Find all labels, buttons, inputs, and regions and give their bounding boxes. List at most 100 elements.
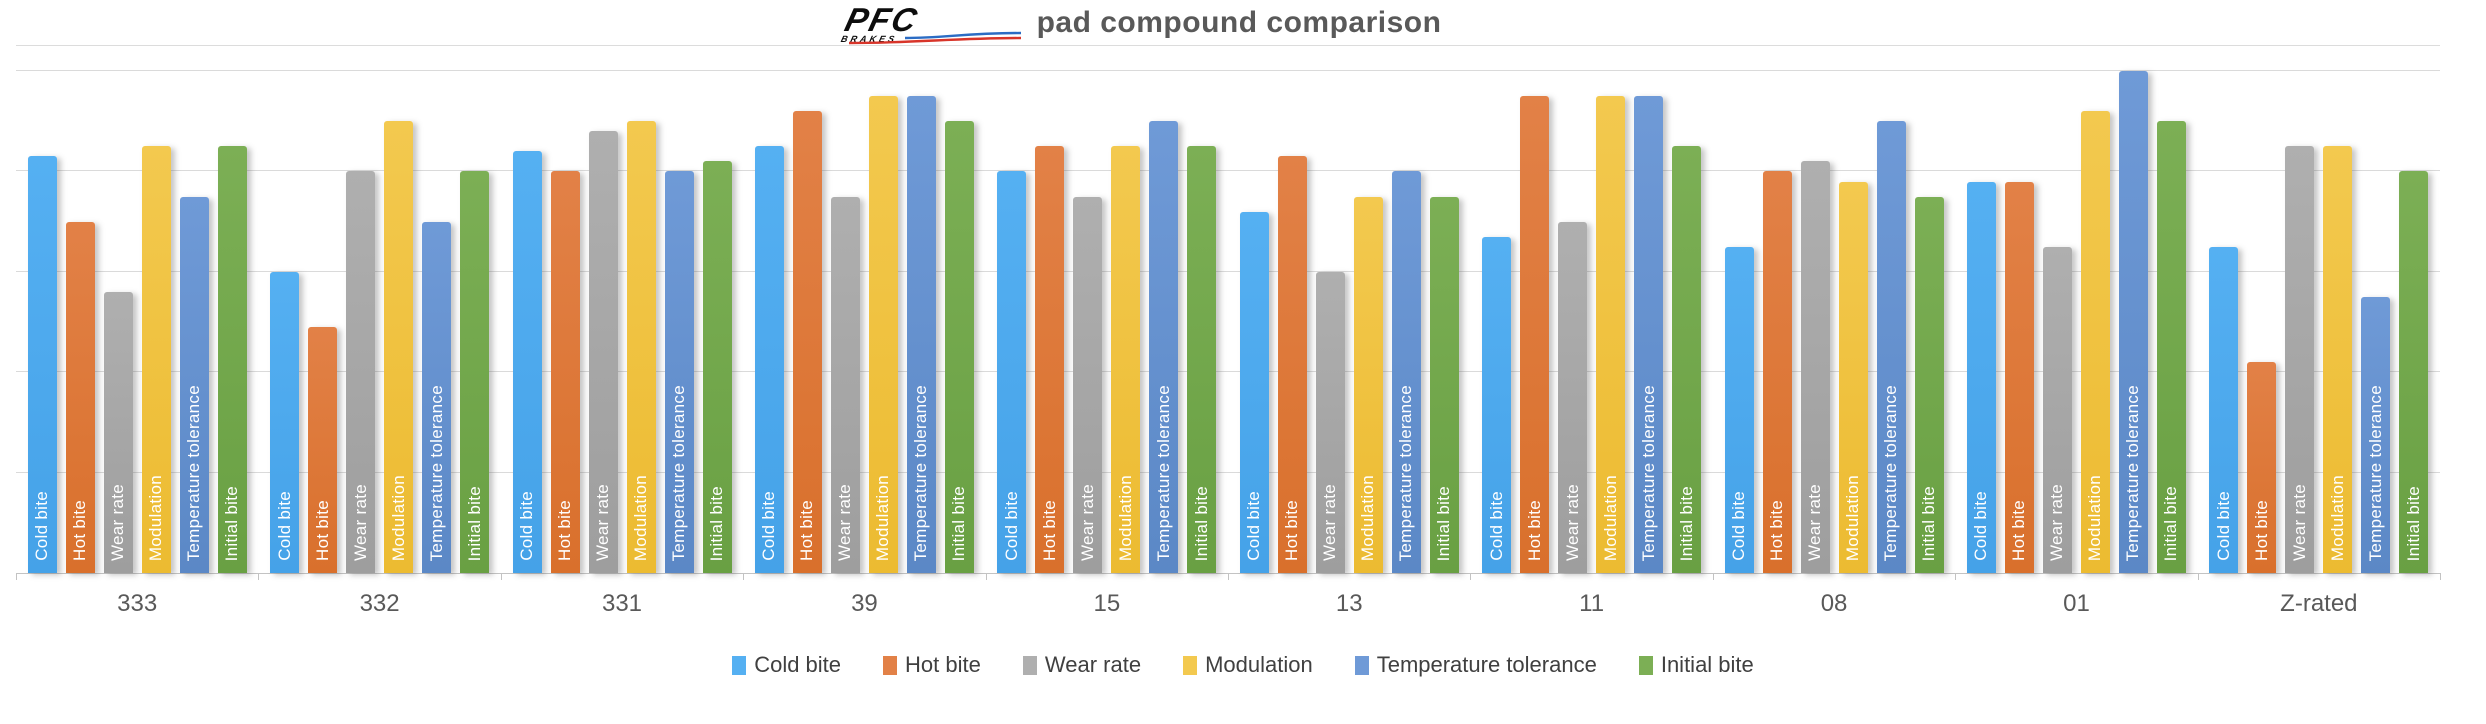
legend-item-hot-bite: Hot bite (883, 652, 981, 678)
bar-label: Temperature tolerance (911, 384, 931, 561)
bar-label: Cold bite (1486, 491, 1506, 561)
axis-tick (16, 573, 17, 580)
bar-hot-bite-332: Hot bite (308, 327, 338, 573)
bar-initial-bite-332: Initial bite (460, 171, 490, 573)
bar-initial-bite-15: Initial bite (1187, 146, 1217, 573)
legend-label: Modulation (1205, 652, 1313, 677)
axis-tick (2197, 573, 2199, 580)
bar-label: Hot bite (1524, 500, 1544, 561)
axis-tick (1955, 573, 1957, 580)
bar-label: Wear rate (1077, 483, 1097, 561)
bar-label: Cold bite (517, 491, 537, 561)
bar-modulation-08: Modulation (1838, 181, 1868, 573)
bar-wear-rate-331: Wear rate (588, 131, 618, 573)
legend-item-cold-bite: Cold bite (732, 652, 841, 678)
bar-label: Modulation (388, 474, 408, 561)
gridline-2 (16, 471, 2440, 473)
bar-modulation-332: Modulation (384, 121, 414, 573)
bar-cold-bite-332: Cold bite (270, 271, 300, 573)
legend-label: Initial bite (1660, 652, 1754, 677)
bar-label: Initial bite (1676, 485, 1696, 561)
bar-temperature-tolerance-13: Temperature tolerance (1391, 171, 1421, 573)
bar-hot-bite-Z-rated: Hot bite (2247, 362, 2277, 573)
bar-label: Initial bite (222, 485, 242, 561)
bar-initial-bite-13: Initial bite (1429, 196, 1459, 573)
bar-hot-bite-39: Hot bite (792, 111, 822, 573)
bar-label: Initial bite (1919, 485, 1939, 561)
bar-initial-bite-39: Initial bite (944, 121, 974, 573)
bar-label: Wear rate (593, 483, 613, 561)
bar-label: Modulation (146, 474, 166, 561)
category-label-13: 13 (1335, 590, 1363, 617)
bar-hot-bite-08: Hot bite (1762, 171, 1792, 573)
bar-hot-bite-333: Hot bite (65, 221, 95, 573)
axis-tick (2440, 573, 2441, 580)
bar-label: Initial bite (949, 485, 969, 561)
bar-label: Wear rate (108, 483, 128, 561)
bar-hot-bite-11: Hot bite (1520, 96, 1550, 573)
chart-header: PFC BRAKES pad compound comparison (0, 0, 2386, 46)
bar-temperature-tolerance-Z-rated: Temperature tolerance (2361, 296, 2391, 573)
pfc-brakes-logo: PFC BRAKES (839, 1, 1021, 44)
bar-modulation-Z-rated: Modulation (2323, 146, 2353, 573)
bar-initial-bite-01: Initial bite (2156, 121, 2186, 573)
bar-label: Hot bite (312, 500, 332, 561)
legend-swatch-icon (883, 655, 898, 675)
bar-label: Temperature tolerance (2365, 384, 2385, 561)
bar-wear-rate-333: Wear rate (103, 291, 133, 573)
gridline-10 (16, 70, 2440, 72)
bar-label: Hot bite (2009, 500, 2029, 561)
bar-wear-rate-15: Wear rate (1073, 196, 1103, 573)
bar-label: Wear rate (835, 483, 855, 561)
bar-label: Wear rate (350, 483, 370, 561)
plot-area: Cold bite Hot bite Wear rate Modulation Temp… (16, 45, 2441, 580)
bar-hot-bite-331: Hot bite (550, 171, 580, 573)
bar-label: Cold bite (1729, 491, 1749, 561)
bar-cold-bite-08: Cold bite (1724, 246, 1754, 573)
legend-swatch-icon (1638, 655, 1653, 675)
category-label-331: 331 (601, 590, 643, 617)
bar-label: Initial bite (1191, 485, 1211, 561)
bar-label: Temperature tolerance (1881, 384, 1901, 561)
bar-modulation-11: Modulation (1596, 96, 1626, 573)
bar-wear-rate-332: Wear rate (346, 171, 376, 573)
legend-item-modulation: Modulation (1183, 652, 1313, 678)
legend-item-wear-rate: Wear rate (1022, 652, 1142, 678)
bar-initial-bite-11: Initial bite (1672, 146, 1702, 573)
category-label-333: 333 (117, 590, 158, 617)
bar-initial-bite-333: Initial bite (217, 146, 247, 573)
axis-tick (1712, 573, 1714, 580)
axis-tick (985, 573, 987, 580)
legend-item-initial-bite: Initial bite (1638, 652, 1754, 678)
bar-label: Temperature tolerance (184, 384, 204, 561)
legend-label: Cold bite (754, 652, 842, 677)
gridline-6 (16, 270, 2440, 272)
bar-label: Cold bite (32, 491, 52, 561)
bar-label: Cold bite (1971, 491, 1991, 561)
bar-label: Temperature tolerance (1396, 384, 1416, 561)
bar-label: Hot bite (1039, 500, 1059, 561)
bar-wear-rate-39: Wear rate (830, 196, 860, 573)
bar-label: Hot bite (2251, 500, 2271, 561)
bar-label: Hot bite (797, 500, 817, 561)
bar-label: Wear rate (2289, 483, 2309, 561)
category-label-332: 332 (359, 590, 400, 617)
bar-cold-bite-Z-rated: Cold bite (2209, 246, 2239, 573)
bar-group-39: Cold bite Hot bite Wear rate Modulation Temp… (743, 46, 985, 573)
bar-label: Wear rate (1805, 483, 1825, 561)
bar-label: Modulation (873, 474, 893, 561)
bar-label: Initial bite (2161, 485, 2181, 561)
legend: Cold bite Hot bite Wear rate Modulation Temp… (0, 648, 2486, 682)
axis-tick (743, 573, 745, 580)
legend-swatch-icon (1354, 655, 1369, 675)
axis-tick (500, 573, 502, 580)
bar-temperature-tolerance-332: Temperature tolerance (422, 221, 452, 573)
legend-label: Wear rate (1044, 652, 1142, 677)
bar-wear-rate-Z-rated: Wear rate (2285, 146, 2315, 573)
category-label-01: 01 (2063, 590, 2090, 617)
bar-label: Temperature tolerance (669, 384, 689, 561)
bar-label: Temperature tolerance (1638, 384, 1658, 561)
bar-cold-bite-333: Cold bite (27, 156, 57, 573)
bar-temperature-tolerance-11: Temperature tolerance (1634, 96, 1664, 573)
